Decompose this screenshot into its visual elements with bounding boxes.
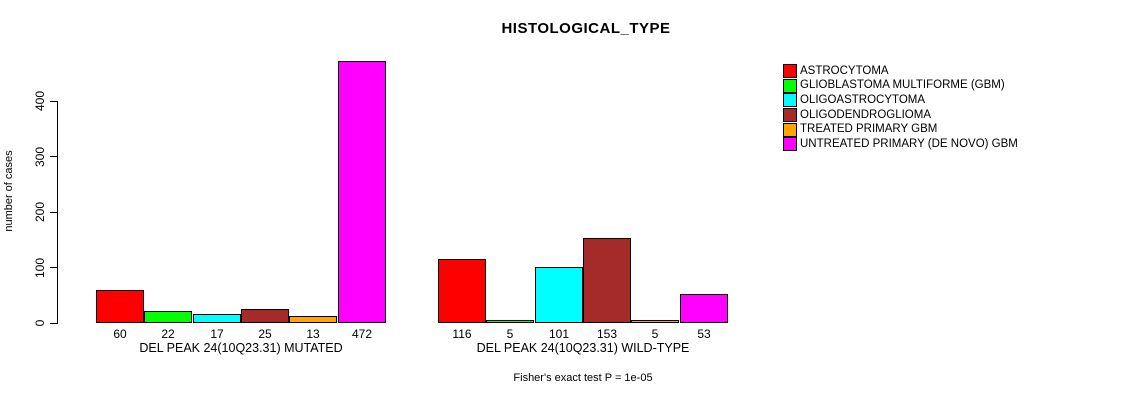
bar-value-label: 25 — [258, 327, 272, 341]
legend-item: TREATED PRIMARY GBM — [783, 122, 1018, 137]
legend-item: OLIGODENDROGLIOMA — [783, 108, 1018, 123]
legend-item: OLIGOASTROCYTOMA — [783, 93, 1018, 108]
y-tick-label: 0 — [33, 319, 47, 327]
bar — [241, 309, 289, 323]
bar — [193, 314, 241, 323]
y-tick-mark — [50, 322, 57, 324]
bar — [680, 294, 728, 323]
bar-value-label: 472 — [351, 327, 373, 341]
bar-value-label: 153 — [596, 327, 618, 341]
group-label: DEL PEAK 24(10Q23.31) WILD-TYPE — [476, 341, 690, 355]
bar — [144, 311, 192, 323]
y-axis-label: number of cases — [3, 150, 15, 232]
legend-item: GLIOBLASTOMA MULTIFORME (GBM) — [783, 78, 1018, 94]
bar-value-label: 13 — [306, 327, 320, 341]
bar — [486, 320, 534, 323]
bar — [535, 267, 583, 323]
legend-label: GLIOBLASTOMA MULTIFORME (GBM) — [800, 79, 1005, 92]
legend-label: OLIGOASTROCYTOMA — [800, 93, 926, 106]
y-tick-label: 200 — [33, 201, 47, 223]
y-tick-label: 300 — [33, 146, 47, 167]
bar — [583, 238, 631, 323]
y-tick-mark — [50, 211, 57, 213]
legend: ASTROCYTOMA GLIOBLASTOMA MULTIFORME (GBM)… — [783, 64, 1018, 152]
bar — [289, 316, 337, 323]
group-label: DEL PEAK 24(10Q23.31) MUTATED — [139, 341, 343, 355]
legend-item: ASTROCYTOMA — [783, 64, 1018, 79]
bar — [96, 290, 144, 323]
annotation-text: Fisher's exact test P = 1e-05 — [513, 372, 653, 384]
bar-value-label: 101 — [548, 327, 570, 341]
legend-item: UNTREATED PRIMARY (DE NOVO) GBM — [783, 137, 1018, 152]
bar-value-label: 5 — [651, 327, 659, 341]
bar — [631, 320, 679, 323]
bar-value-label: 17 — [210, 327, 224, 341]
bar-value-label: 22 — [161, 327, 175, 341]
y-tick-mark — [50, 267, 57, 268]
bar — [338, 61, 386, 323]
legend-label: UNTREATED PRIMARY (DE NOVO) GBM — [800, 137, 1018, 150]
legend-swatch — [783, 78, 797, 93]
legend-label: ASTROCYTOMA — [800, 64, 889, 77]
y-tick-label: 100 — [33, 257, 47, 278]
bar-value-label: 60 — [113, 327, 127, 341]
legend-swatch — [783, 137, 797, 152]
y-tick-mark — [50, 100, 57, 102]
legend-swatch — [783, 93, 797, 108]
bar — [438, 259, 486, 323]
bar-value-label: 53 — [697, 327, 711, 341]
bar-value-label: 116 — [452, 327, 472, 341]
legend-swatch — [783, 108, 797, 123]
chart-title: HISTOLOGICAL_TYPE — [501, 20, 671, 37]
legend-swatch — [783, 64, 797, 79]
y-tick-label: 400 — [33, 90, 47, 112]
legend-swatch — [783, 122, 797, 137]
bar-value-label: 5 — [506, 327, 514, 341]
legend-label: OLIGODENDROGLIOMA — [800, 108, 931, 121]
legend-label: TREATED PRIMARY GBM — [800, 123, 938, 136]
y-tick-mark — [50, 156, 57, 157]
y-axis — [57, 101, 58, 324]
